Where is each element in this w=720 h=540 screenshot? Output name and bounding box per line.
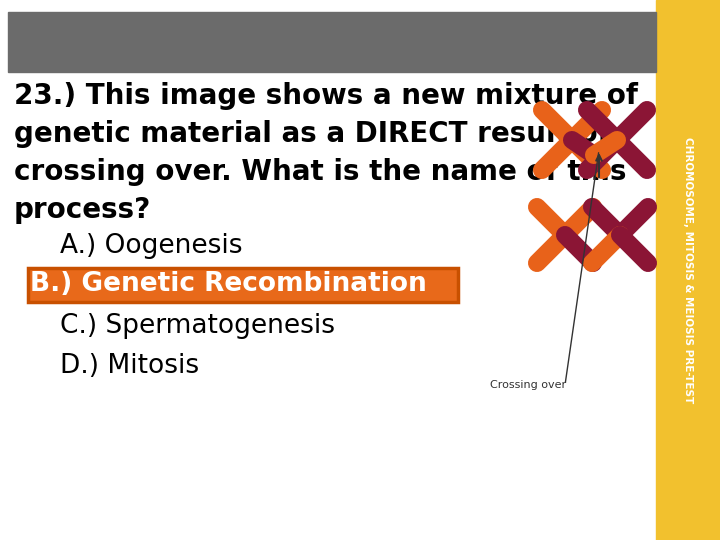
Bar — [8, 12, 656, 72]
Text: process?: process? — [14, 196, 151, 224]
Text: CHROMOSOME, MITOSIS & MEIOSIS PRE-TEST: CHROMOSOME, MITOSIS & MEIOSIS PRE-TEST — [683, 137, 693, 403]
Text: 23.) This image shows a new mixture of: 23.) This image shows a new mixture of — [14, 82, 638, 110]
Text: crossing over. What is the name of this: crossing over. What is the name of this — [14, 158, 626, 186]
Text: Crossing over: Crossing over — [490, 380, 566, 390]
Text: B.) Genetic Recombination: B.) Genetic Recombination — [30, 271, 427, 297]
Text: A.) Oogenesis: A.) Oogenesis — [60, 233, 243, 259]
Text: C.) Spermatogenesis: C.) Spermatogenesis — [60, 313, 335, 339]
Bar — [656, 0, 720, 540]
FancyBboxPatch shape — [28, 268, 458, 302]
Text: D.) Mitosis: D.) Mitosis — [60, 353, 199, 379]
Text: genetic material as a DIRECT result of: genetic material as a DIRECT result of — [14, 120, 610, 148]
